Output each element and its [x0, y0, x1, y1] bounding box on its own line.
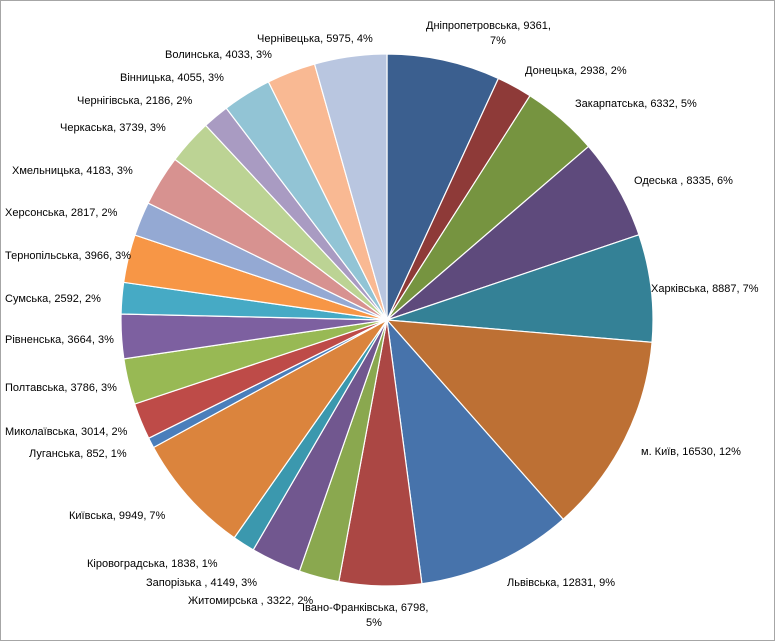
slice-label: Одеська , 8335, 6%: [634, 175, 733, 187]
slice-label: Хмельницька, 4183, 3%: [12, 165, 133, 177]
slice-label: Київська, 9949, 7%: [69, 510, 166, 522]
slice-label: Чернігівська, 2186, 2%: [77, 95, 192, 107]
pie-slice: [152, 319, 388, 539]
slice-label: Полтавська, 3786, 3%: [5, 382, 117, 394]
slice-label: Кіровоградська, 1838, 1%: [87, 558, 218, 570]
slice-label: Чернівецька, 5975, 4%: [257, 33, 373, 45]
slice-label: Луганська, 852, 1%: [29, 448, 127, 460]
slice-label: Волинська, 4033, 3%: [165, 49, 272, 61]
data-labels: Дніпропетровська, 9361, 7% Донецька, 2938,…: [5, 20, 759, 629]
slice-label: Тернопільська, 3966, 3%: [5, 250, 131, 262]
slice-label: Запорізька , 4149, 3%: [146, 577, 257, 589]
pie-slice: [386, 318, 565, 585]
pie-slice: [313, 53, 388, 321]
pie-slice: [385, 319, 653, 521]
slice-label: Дніпропетровська, 9361, 7%: [426, 20, 551, 47]
slice-label: Львівська, 12831, 9%: [507, 577, 615, 589]
slice-label: Миколаївська, 3014, 2%: [5, 426, 128, 438]
slice-label: м. Київ, 16530, 12%: [641, 446, 741, 458]
pie-slice: [386, 234, 654, 343]
slice-label: Донецька, 2938, 2%: [525, 65, 627, 77]
slice-label: Вінницька, 4055, 3%: [120, 72, 224, 84]
slice-label: Сумська, 2592, 2%: [5, 293, 101, 305]
slice-label: Закарпатська, 6332, 5%: [575, 98, 697, 110]
slice-label: Херсонська, 2817, 2%: [5, 207, 118, 219]
slice-label: Івано-Франківська, 6798, 5%: [302, 602, 428, 629]
pie-slice: [386, 53, 500, 321]
slice-label: Черкаська, 3739, 3%: [60, 122, 166, 134]
slice-label: Харківська, 8887, 7%: [651, 283, 759, 295]
slice-label: Житомирська , 3322, 2%: [188, 595, 313, 607]
pie-slices: [120, 53, 654, 587]
slice-label: Рівненська, 3664, 3%: [5, 334, 114, 346]
